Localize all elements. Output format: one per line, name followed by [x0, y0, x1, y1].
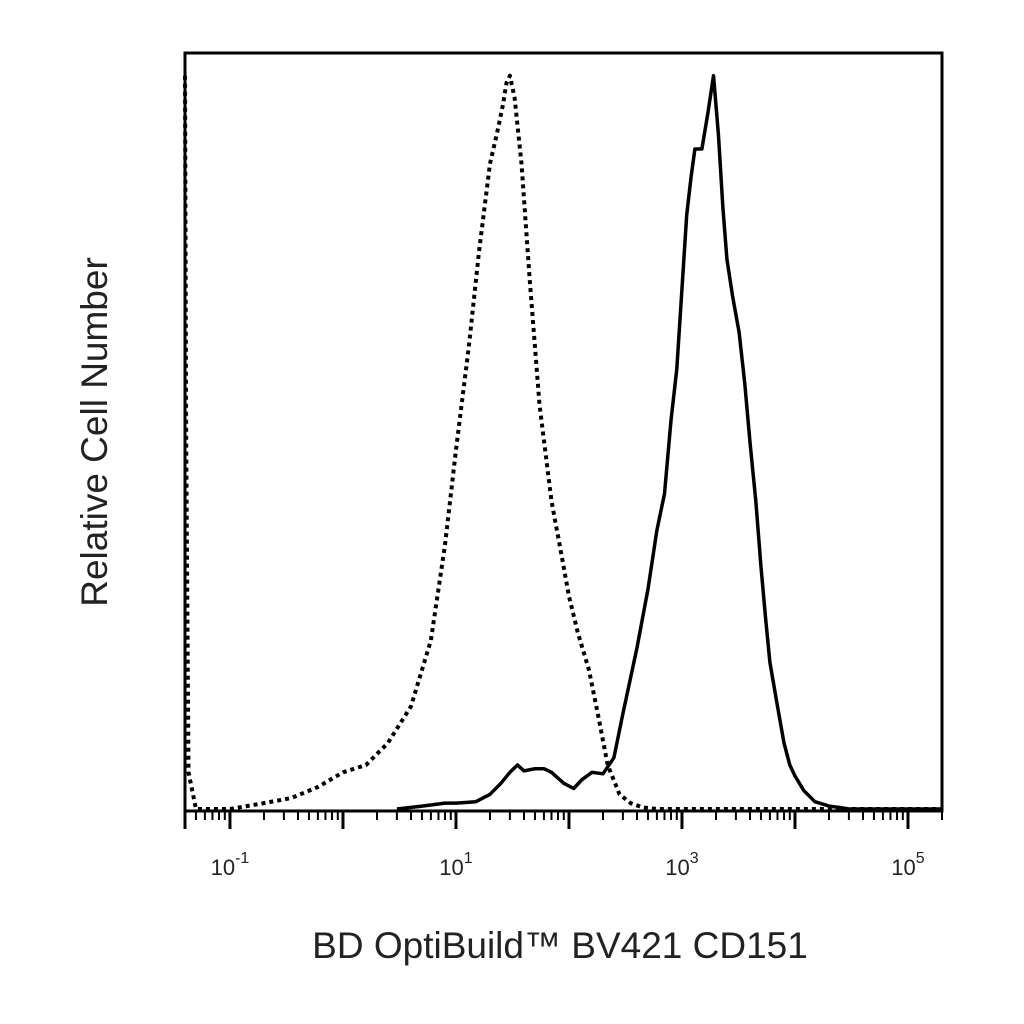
stained-sample-curve — [396, 73, 942, 811]
x-tick-label: 103 — [665, 850, 698, 880]
x-tick-label-base: 10 — [211, 855, 235, 880]
x-axis-title: BD OptiBuild™ BV421 CD151 — [312, 925, 808, 966]
x-tick-label: 105 — [891, 850, 924, 880]
x-tick-label: 101 — [439, 850, 472, 880]
x-tick-label: 10-1 — [211, 850, 250, 880]
x-axis-ticks: 10-1 101 103 105 — [183, 811, 943, 880]
x-tick-label-exponent: 5 — [916, 850, 925, 867]
x-tick-label-base: 10 — [439, 855, 463, 880]
plot-frame — [183, 51, 944, 813]
x-tick-label-base: 10 — [665, 855, 689, 880]
series-layer — [183, 73, 942, 811]
x-tick-label-exponent: 1 — [464, 850, 473, 867]
y-axis-title: Relative Cell Number — [74, 257, 115, 607]
x-tick-label-base: 10 — [891, 855, 915, 880]
x-tick-label-exponent: 3 — [690, 850, 699, 867]
isotype-control-curve — [183, 73, 942, 811]
plot-area: 10-1 101 103 105 — [183, 51, 944, 880]
x-tick-label-exponent: -1 — [235, 850, 249, 867]
